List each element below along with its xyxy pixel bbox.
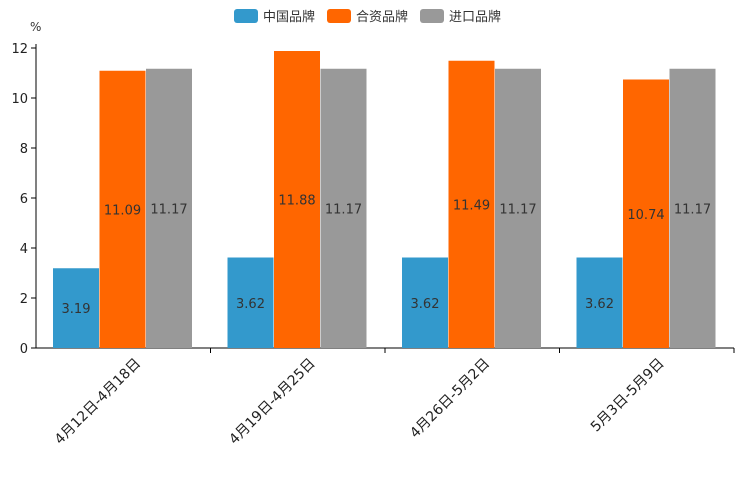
y-axis-unit-label: % [30,20,42,34]
y-tick-label: 6 [20,192,28,207]
legend-item-china-brand[interactable]: 中国品牌 [234,6,315,25]
data-label: 11.17 [674,202,711,217]
data-label: 11.88 [278,194,315,209]
bar-2-1 [99,70,146,348]
data-label: 3.62 [585,297,614,312]
bar-1-2 [227,257,274,348]
legend-swatch-import-brand [420,8,445,23]
data-label: 11.09 [104,203,141,218]
bar-1-1 [53,268,99,348]
legend-label-import-brand: 进口品牌 [449,10,502,25]
legend-swatch-jv-brand [327,8,352,23]
data-label: 10.74 [627,208,664,223]
y-tick-label: 12 [11,42,28,57]
data-label: 3.62 [236,297,265,312]
bar-3-1 [146,68,192,348]
legend-swatch-china-brand [234,8,258,23]
bar-3-2 [320,68,367,348]
data-label: 3.62 [411,297,440,312]
data-label: 11.17 [325,202,362,217]
data-label: 3.19 [62,302,91,317]
legend-item-import-brand[interactable]: 进口品牌 [420,6,501,25]
bar-2-3 [448,60,495,348]
bar-1-4 [576,257,623,348]
legend-item-jv-brand[interactable]: 合资品牌 [327,6,408,25]
chart-legend: 中国品牌 合资品牌 进口品牌 [234,6,513,25]
bar-2-4 [623,79,669,348]
x-tick-label: 4月12日-4月18日 [52,356,144,448]
data-label: 11.17 [499,202,536,217]
y-tick-label: 10 [11,92,28,107]
data-label: 11.17 [150,202,187,217]
x-tick-label: 4月26日-5月2日 [407,356,493,442]
y-tick-label: 8 [20,142,28,157]
y-tick-label: 0 [20,342,28,357]
y-tick-label: 2 [20,292,28,307]
x-tick-label: 5月3日-5月9日 [588,356,668,436]
y-tick-label: 4 [20,242,28,257]
bar-3-4 [669,68,716,348]
bar-2-2 [274,51,320,348]
bar-3-3 [495,68,541,348]
legend-label-china-brand: 中国品牌 [263,10,316,25]
legend-label-jv-brand: 合资品牌 [356,10,409,25]
data-label: 11.49 [453,198,490,213]
x-tick-label: 4月19日-4月25日 [226,356,318,448]
bar-1-3 [402,257,448,348]
